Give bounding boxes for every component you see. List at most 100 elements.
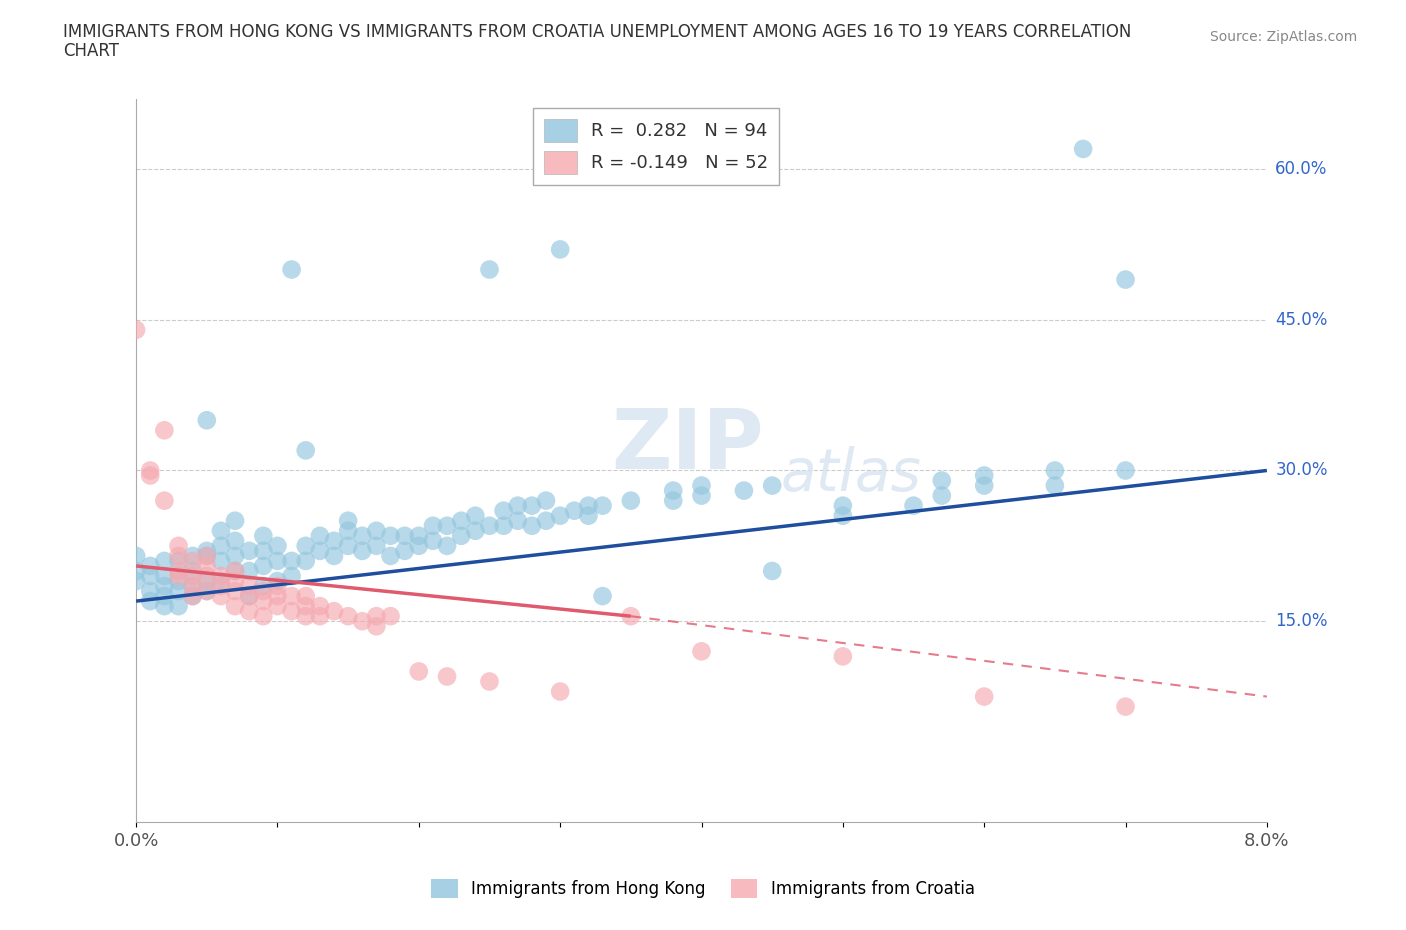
Point bbox=[450, 528, 472, 543]
Point bbox=[380, 609, 402, 624]
Point bbox=[464, 509, 486, 524]
Point bbox=[1043, 478, 1066, 493]
Point bbox=[252, 593, 274, 608]
Point bbox=[167, 574, 190, 589]
Point bbox=[224, 574, 246, 589]
Point bbox=[139, 584, 162, 599]
Point bbox=[238, 578, 260, 593]
Point bbox=[280, 553, 302, 568]
Point bbox=[238, 564, 260, 578]
Text: IMMIGRANTS FROM HONG KONG VS IMMIGRANTS FROM CROATIA UNEMPLOYMENT AMONG AGES 16 : IMMIGRANTS FROM HONG KONG VS IMMIGRANTS … bbox=[63, 23, 1132, 41]
Point bbox=[366, 538, 388, 553]
Point bbox=[266, 553, 288, 568]
Point bbox=[280, 262, 302, 277]
Point bbox=[181, 589, 204, 604]
Point bbox=[224, 534, 246, 549]
Text: Source: ZipAtlas.com: Source: ZipAtlas.com bbox=[1209, 30, 1357, 44]
Point bbox=[308, 599, 330, 614]
Point bbox=[209, 589, 232, 604]
Point bbox=[209, 568, 232, 583]
Point bbox=[352, 614, 374, 629]
Point bbox=[548, 684, 571, 699]
Point bbox=[195, 549, 218, 564]
Point bbox=[366, 609, 388, 624]
Point bbox=[181, 589, 204, 604]
Point bbox=[620, 493, 643, 508]
Point bbox=[181, 564, 204, 578]
Point bbox=[973, 468, 995, 483]
Point bbox=[195, 584, 218, 599]
Point bbox=[506, 498, 529, 513]
Point bbox=[294, 609, 316, 624]
Point bbox=[153, 578, 176, 593]
Point bbox=[903, 498, 925, 513]
Point bbox=[252, 559, 274, 574]
Text: 15.0%: 15.0% bbox=[1275, 612, 1327, 631]
Point bbox=[195, 568, 218, 583]
Point bbox=[125, 549, 148, 564]
Point bbox=[831, 509, 853, 524]
Point bbox=[224, 564, 246, 578]
Point bbox=[294, 553, 316, 568]
Point bbox=[337, 538, 360, 553]
Point bbox=[478, 674, 501, 689]
Point bbox=[578, 498, 600, 513]
Point bbox=[294, 589, 316, 604]
Point bbox=[450, 513, 472, 528]
Point bbox=[436, 669, 458, 684]
Point bbox=[153, 493, 176, 508]
Point bbox=[931, 488, 953, 503]
Point bbox=[139, 559, 162, 574]
Point bbox=[280, 568, 302, 583]
Point bbox=[380, 528, 402, 543]
Point bbox=[464, 524, 486, 538]
Point bbox=[308, 609, 330, 624]
Point bbox=[690, 644, 713, 658]
Point bbox=[266, 589, 288, 604]
Point bbox=[224, 513, 246, 528]
Point bbox=[436, 518, 458, 533]
Point bbox=[973, 689, 995, 704]
Point bbox=[578, 509, 600, 524]
Point bbox=[534, 493, 557, 508]
Point bbox=[408, 528, 430, 543]
Point bbox=[139, 568, 162, 583]
Point bbox=[308, 543, 330, 558]
Point bbox=[209, 578, 232, 593]
Point bbox=[195, 413, 218, 428]
Point bbox=[352, 543, 374, 558]
Point bbox=[181, 578, 204, 593]
Point bbox=[761, 478, 783, 493]
Point bbox=[238, 589, 260, 604]
Point bbox=[209, 574, 232, 589]
Point bbox=[323, 549, 346, 564]
Point bbox=[153, 568, 176, 583]
Point bbox=[224, 549, 246, 564]
Point bbox=[1115, 699, 1137, 714]
Text: ZIP: ZIP bbox=[612, 405, 763, 486]
Point bbox=[167, 538, 190, 553]
Point bbox=[139, 468, 162, 483]
Point bbox=[167, 564, 190, 578]
Point bbox=[125, 323, 148, 338]
Point bbox=[209, 538, 232, 553]
Point bbox=[181, 553, 204, 568]
Point bbox=[323, 604, 346, 618]
Point bbox=[620, 609, 643, 624]
Point bbox=[662, 484, 685, 498]
Point bbox=[562, 503, 585, 518]
Point bbox=[139, 593, 162, 608]
Point bbox=[266, 574, 288, 589]
Point bbox=[422, 534, 444, 549]
Point bbox=[690, 488, 713, 503]
Point bbox=[394, 528, 416, 543]
Point bbox=[520, 498, 543, 513]
Point bbox=[337, 609, 360, 624]
Point bbox=[366, 524, 388, 538]
Point bbox=[139, 463, 162, 478]
Point bbox=[209, 553, 232, 568]
Point bbox=[195, 559, 218, 574]
Point bbox=[1043, 463, 1066, 478]
Point bbox=[548, 242, 571, 257]
Point bbox=[125, 564, 148, 578]
